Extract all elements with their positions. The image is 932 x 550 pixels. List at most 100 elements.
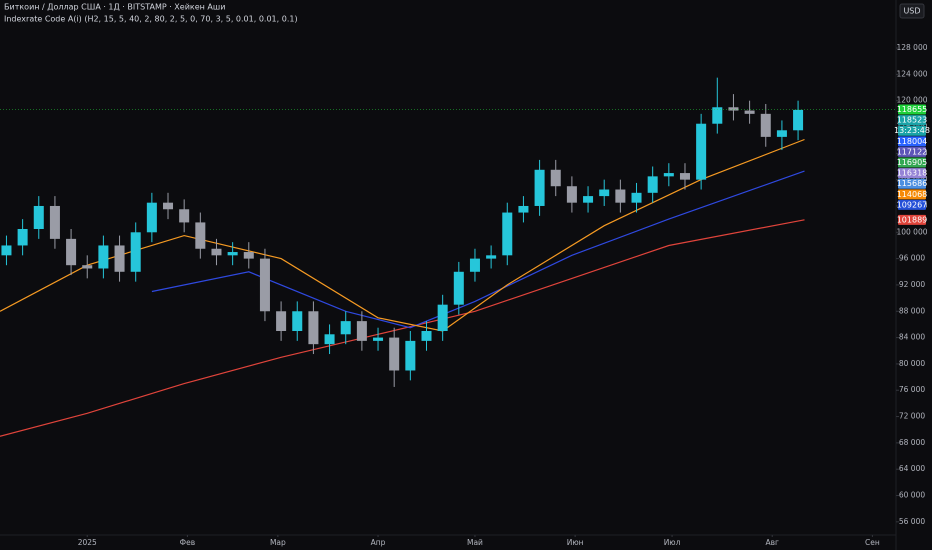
candle-body — [583, 196, 594, 203]
candle-body — [33, 205, 44, 230]
x-tick-label: Авг — [765, 538, 779, 547]
candle-body — [453, 271, 464, 305]
candle-body — [1, 245, 12, 256]
x-tick-label: 2025 — [78, 538, 97, 547]
candle-body — [679, 173, 690, 180]
countdown-bg — [898, 125, 926, 136]
candle-body — [259, 258, 270, 312]
x-tick-label: Сен — [865, 538, 880, 547]
y-tick-label: 128 000 — [896, 43, 927, 52]
candle-body — [98, 245, 109, 269]
price-tag — [898, 189, 926, 200]
price-tag-label: 118655 — [897, 105, 928, 114]
candle-body — [647, 176, 658, 193]
candle-body — [389, 337, 400, 371]
x-tick-label: Мар — [270, 538, 286, 547]
y-tick-label: 60 000 — [899, 491, 925, 500]
candle-body — [566, 186, 577, 203]
candle-body — [663, 173, 674, 177]
candle-body — [227, 252, 238, 256]
y-tick-label: 88 000 — [899, 306, 925, 315]
currency-label[interactable]: USD — [903, 7, 920, 16]
x-tick-label: Апр — [371, 538, 386, 547]
candle-body — [292, 311, 303, 332]
x-tick-label: Июн — [567, 538, 584, 547]
candle-body — [308, 311, 319, 345]
price-tag-label: 114068 — [897, 190, 928, 199]
candle-body — [421, 331, 432, 341]
candle-body — [744, 110, 755, 114]
price-tag-label: 118523 — [897, 116, 928, 125]
candle-body — [405, 340, 416, 371]
candle-body — [615, 189, 626, 203]
y-tick-label: 92 000 — [899, 280, 925, 289]
price-tag — [898, 115, 926, 126]
price-tag — [898, 104, 926, 115]
price-tag-label: 116905 — [897, 158, 928, 167]
y-tick-label: 56 000 — [899, 517, 925, 526]
candle-body — [243, 252, 254, 259]
candle-body — [179, 209, 190, 223]
candle-body — [373, 337, 384, 341]
candle-body — [776, 130, 787, 137]
candle-body — [696, 123, 707, 180]
price-tag-label: 101889 — [897, 215, 928, 224]
candle-body — [195, 222, 206, 249]
x-tick-label: Июл — [664, 538, 681, 547]
candle-body — [340, 321, 351, 335]
y-tick-label: 124 000 — [896, 69, 927, 78]
price-tag-label: 117122 — [897, 147, 928, 156]
candle-body — [82, 265, 93, 269]
candle-body — [486, 255, 497, 259]
price-tag — [898, 178, 926, 189]
candle-body — [114, 245, 125, 272]
candle-body — [276, 311, 287, 332]
candle-body — [163, 202, 174, 210]
candle-body — [760, 113, 771, 137]
candle-body — [211, 248, 222, 256]
price-tag-label: 118004 — [897, 137, 928, 146]
y-tick-label: 68 000 — [899, 438, 925, 447]
price-tag-label: 115686 — [897, 179, 928, 188]
countdown: 13:23:48 — [894, 126, 930, 135]
y-tick-label: 84 000 — [899, 333, 925, 342]
price-tag — [898, 146, 926, 157]
candle-body — [550, 169, 561, 187]
candle-body — [534, 169, 545, 206]
y-tick-label: 76 000 — [899, 385, 925, 394]
y-tick-label: 64 000 — [899, 464, 925, 473]
candle-body — [469, 258, 480, 272]
x-tick-label: Фев — [180, 538, 196, 547]
candle-body — [502, 212, 513, 256]
price-tag — [898, 199, 926, 210]
candle-body — [793, 109, 804, 131]
price-tag — [898, 136, 926, 147]
candle-body — [599, 189, 610, 197]
price-tag-label: 109267 — [897, 200, 928, 209]
candles — [1, 77, 804, 387]
y-tick-label: 80 000 — [899, 359, 925, 368]
currency-button[interactable] — [899, 3, 925, 19]
chart-title: Биткоин / Доллар США · 1Д · BITSTAMP · Х… — [4, 3, 225, 12]
candle-body — [17, 229, 28, 246]
candle-body — [356, 321, 367, 341]
price-tag — [898, 214, 926, 225]
candle-body — [49, 205, 60, 239]
indicator-title: Indexrate Code A(i) (H2, 15, 5, 40, 2, 8… — [4, 15, 298, 24]
y-tick-label: 72 000 — [899, 412, 925, 421]
candle-body — [712, 107, 723, 124]
candle-body — [146, 202, 157, 233]
candle-body — [631, 192, 642, 203]
price-tag-label: 116318 — [897, 169, 928, 178]
price-tag — [898, 157, 926, 168]
candle-body — [437, 304, 448, 332]
candle-body — [66, 238, 77, 266]
y-tick-label: 120 000 — [896, 96, 927, 105]
y-tick-label: 96 000 — [899, 254, 925, 263]
candle-body — [728, 107, 739, 111]
candle-body — [130, 232, 141, 272]
candle-body — [518, 205, 529, 213]
